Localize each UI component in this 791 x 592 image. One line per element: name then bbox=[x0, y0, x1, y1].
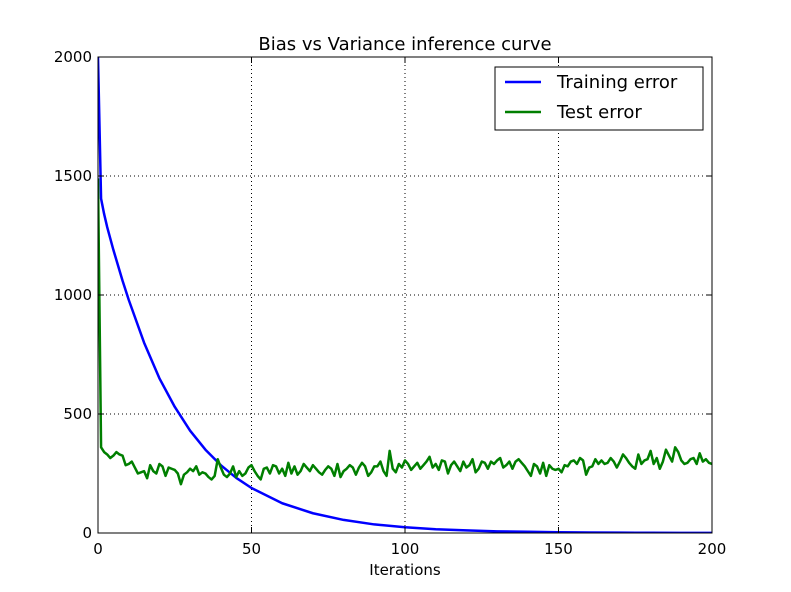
series-line-test-error bbox=[98, 178, 712, 486]
y-tick-label: 1000 bbox=[54, 286, 92, 304]
chart-title: Bias vs Variance inference curve bbox=[258, 34, 551, 55]
legend-label: Training error bbox=[556, 72, 678, 93]
grid bbox=[98, 57, 712, 533]
x-tick-label: 150 bbox=[544, 540, 573, 558]
y-tick-label: 2000 bbox=[54, 48, 92, 66]
y-tick-label: 1500 bbox=[54, 167, 92, 185]
y-tick-label: 500 bbox=[63, 405, 92, 423]
x-tick-label: 200 bbox=[698, 540, 727, 558]
series-line-training-error bbox=[98, 57, 712, 533]
x-tick-label: 50 bbox=[242, 540, 261, 558]
x-tick-label: 0 bbox=[93, 540, 103, 558]
y-tick-label: 0 bbox=[82, 524, 92, 542]
x-tick-label: 100 bbox=[391, 540, 420, 558]
legend: Training error Test error bbox=[494, 66, 704, 131]
legend-label: Test error bbox=[556, 102, 642, 123]
x-axis-label: Iterations bbox=[369, 561, 441, 579]
legend-box bbox=[494, 66, 704, 131]
plot-area bbox=[98, 57, 712, 533]
